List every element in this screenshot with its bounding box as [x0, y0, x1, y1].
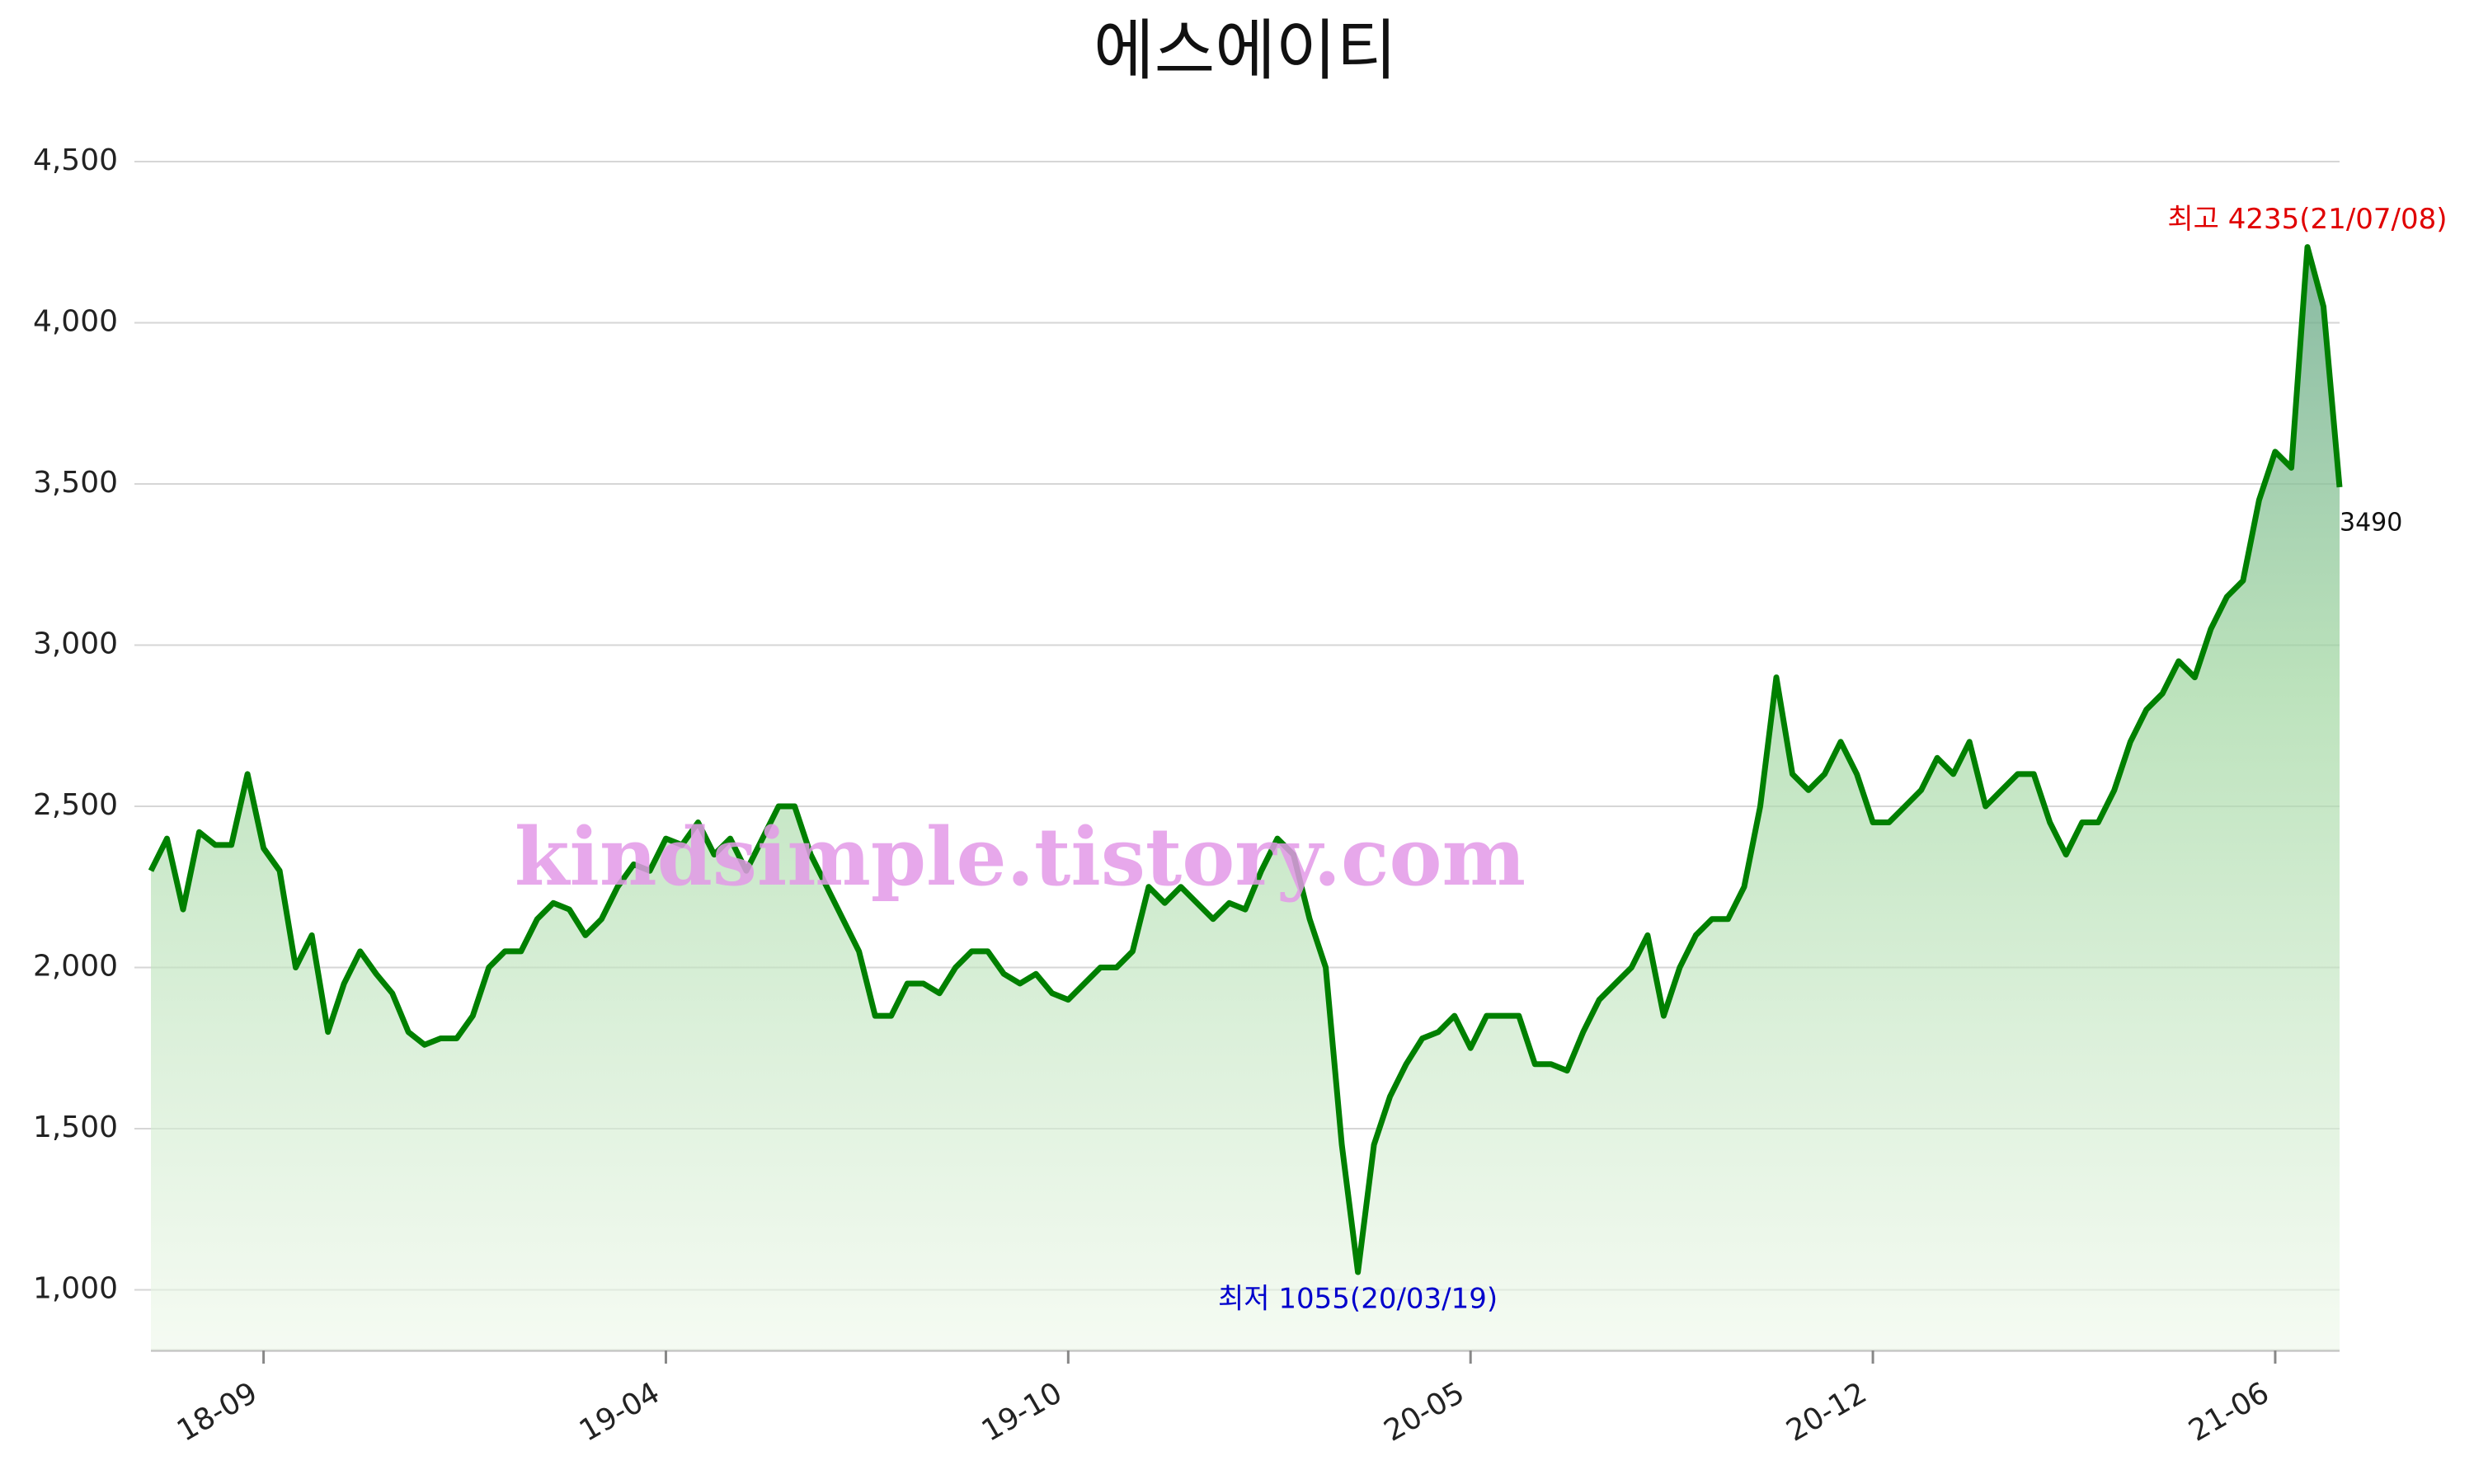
y-tick-label: 1,500 [33, 1111, 118, 1144]
y-tick-label: 3,500 [33, 466, 118, 500]
y-tick-label: 3,000 [33, 627, 118, 660]
y-tick-label: 4,500 [33, 143, 118, 177]
y-tick-label: 4,000 [33, 304, 118, 338]
x-tick-label: 18-09 [172, 1376, 263, 1449]
min-annotation: 최저 1055(20/03/19) [1218, 1282, 1498, 1315]
x-tick-label: 19-10 [976, 1376, 1068, 1449]
x-tick-label: 20-05 [1379, 1376, 1470, 1449]
line [148, 244, 2343, 1275]
chart-title: 에스에이티 [1094, 12, 1397, 89]
y-tick-label: 2,000 [33, 949, 118, 983]
max-annotation: 최고 4235(21/07/08) [2167, 203, 2447, 236]
y-tick-label: 1,000 [33, 1271, 118, 1305]
y-tick-label: 2,500 [33, 788, 118, 822]
x-tick-label: 21-06 [2183, 1376, 2274, 1449]
x-tick-label: 20-12 [1780, 1376, 1872, 1449]
x-tick-label: 19-04 [574, 1376, 666, 1449]
last-value-label: 3490 [2340, 508, 2402, 537]
area [151, 247, 2340, 1351]
watermark: kindsimple.tistory.com [515, 810, 1526, 904]
